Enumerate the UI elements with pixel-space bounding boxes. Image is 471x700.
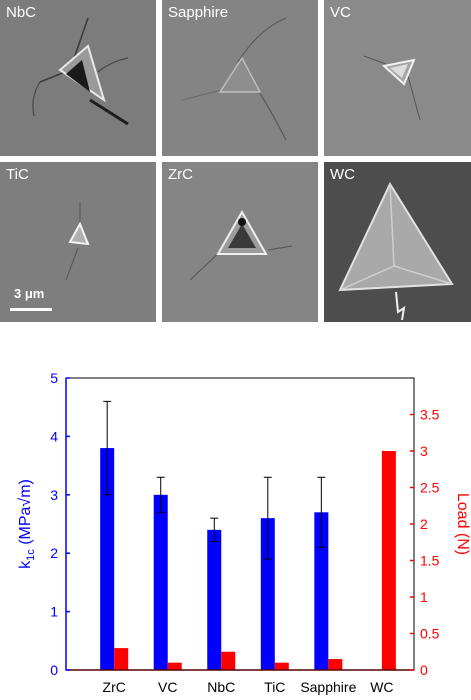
x-tick-label: VC (158, 679, 177, 695)
left-axis-label: k1c (MPa√m) (17, 479, 37, 569)
panel-label: WC (330, 166, 355, 183)
indent-wc (324, 162, 471, 322)
right-tick-label: 1 (420, 589, 428, 605)
x-tick-label: ZrC (103, 679, 126, 695)
k1c-bar-sapphire (314, 512, 329, 670)
scale-bar-label: 3 μm (14, 286, 45, 301)
x-tick-label: TiC (264, 679, 285, 695)
left-axis-ticks: 0 1 2 3 4 5 (50, 370, 70, 678)
micrograph-grid: NbC Sapphire VC TiC (0, 0, 471, 322)
indent-zrc (162, 162, 318, 322)
panel-label: Sapphire (168, 4, 229, 21)
left-tick-label: 4 (50, 428, 58, 444)
k1c-bars (100, 448, 329, 670)
right-axis-label: Load (N) (454, 493, 471, 555)
load-bar-zrc (114, 648, 129, 670)
x-tick-label: NbC (207, 679, 235, 695)
x-axis-ticks: ZrC VC NbC TiC Sapphire WC (103, 679, 394, 695)
load-bar-wc (381, 451, 396, 670)
indent-nbc (0, 0, 156, 156)
load-bar-sapphire (328, 659, 343, 670)
panel-label: ZrC (168, 166, 193, 183)
micrograph-sapphire: Sapphire (162, 0, 318, 156)
micrograph-vc: VC (324, 0, 471, 156)
panel-label: VC (330, 4, 351, 21)
right-tick-label: 2 (420, 516, 428, 532)
k1c-bar-nbc (207, 529, 222, 670)
plot-frame (65, 377, 415, 671)
k1c-bar-zrc (100, 448, 115, 670)
micrograph-wc: WC (324, 162, 471, 322)
load-bar-vc (167, 662, 182, 670)
right-tick-label: 2.5 (420, 480, 440, 496)
indent-tic (0, 162, 156, 322)
left-tick-label: 0 (50, 662, 58, 678)
indent-vc (324, 0, 471, 156)
error-bars (103, 400, 326, 560)
scale-bar (10, 308, 52, 311)
right-tick-label: 0.5 (420, 626, 440, 642)
left-tick-label: 1 (50, 604, 58, 620)
left-tick-label: 3 (50, 487, 58, 503)
micrograph-zrc: ZrC (162, 162, 318, 322)
right-tick-label: 1.5 (420, 553, 440, 569)
load-bars (66, 451, 414, 671)
left-tick-label: 2 (50, 545, 58, 561)
x-tick-label: Sapphire (300, 679, 356, 695)
right-tick-label: 3 (420, 443, 428, 459)
load-bar-nbc (221, 651, 236, 670)
k1c-bar-tic (260, 518, 275, 670)
left-tick-label: 5 (50, 370, 58, 386)
load-bar-tic (274, 662, 289, 670)
right-tick-label: 3.5 (420, 407, 440, 423)
panel-label: NbC (6, 4, 37, 21)
right-tick-label: 0 (420, 662, 428, 678)
x-tick-label: WC (370, 679, 393, 695)
panel-label: TiC (6, 166, 29, 183)
toughness-load-chart: 0 1 2 3 4 5 0 0.5 1 1.5 2 2.5 3 3.5 ZrC VC NbC TiC Sapph… (17, 370, 471, 695)
right-axis-ticks: 0 0.5 1 1.5 2 2.5 3 3.5 (410, 407, 440, 678)
indent-sapphire (162, 0, 318, 156)
micrograph-nbc: NbC (0, 0, 156, 156)
micrograph-tic: TiC (0, 162, 156, 322)
k1c-bar-vc (153, 494, 168, 670)
